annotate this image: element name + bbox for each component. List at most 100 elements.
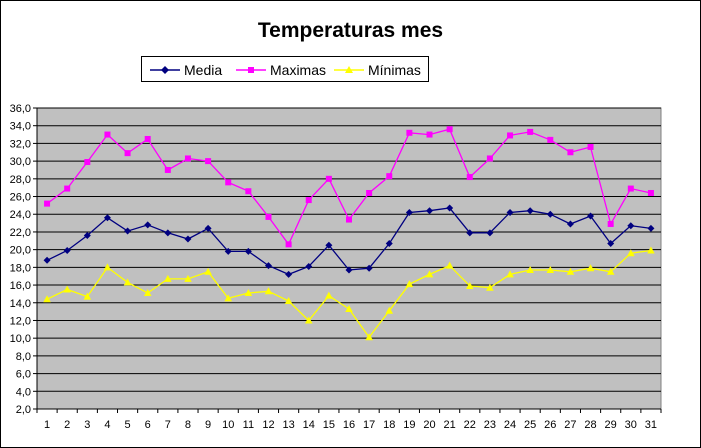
plot-background (36, 107, 662, 410)
x-tick-label: 7 (165, 419, 171, 431)
chart-title: Temperaturas mes (257, 19, 444, 42)
data-point (627, 249, 635, 257)
data-point (446, 126, 453, 133)
legend-label-media: Media (184, 62, 223, 78)
data-point (406, 129, 413, 136)
data-point (244, 289, 253, 297)
data-point (425, 270, 434, 278)
data-point (506, 208, 514, 216)
data-point (164, 166, 171, 173)
data-point (627, 185, 634, 192)
y-tick-label: 30,0 (10, 156, 31, 168)
data-point (304, 316, 313, 324)
y-tick-label: 2,0 (16, 404, 31, 416)
data-point (224, 294, 233, 302)
data-point (63, 285, 71, 293)
data-point (124, 227, 132, 235)
y-tick-label: 16,0 (10, 280, 31, 292)
y-tick-label: 28,0 (10, 174, 31, 186)
x-tick-label: 13 (282, 419, 294, 431)
x-tick-label: 24 (504, 419, 516, 431)
x-tick-label: 30 (625, 419, 637, 431)
legend-marker-maximas (236, 67, 266, 73)
data-point (566, 220, 574, 228)
x-tick-label: 15 (323, 419, 335, 431)
data-point (164, 274, 172, 282)
data-point (245, 188, 252, 195)
data-point (385, 306, 394, 314)
y-tick-label: 18,0 (10, 262, 31, 274)
data-point (547, 136, 554, 143)
x-tick-label: 3 (84, 419, 90, 431)
data-point (205, 158, 212, 165)
data-point (386, 173, 393, 180)
data-point (466, 174, 473, 181)
x-tick-label: 12 (262, 419, 274, 431)
x-tick-label: 26 (544, 419, 556, 431)
data-point (83, 231, 91, 239)
data-point (144, 221, 152, 229)
x-tick-label: 21 (444, 419, 456, 431)
data-point (647, 224, 655, 232)
data-point (123, 278, 132, 286)
data-point (566, 267, 575, 275)
data-point (627, 222, 635, 230)
x-tick-label: 19 (403, 419, 415, 431)
data-point (144, 135, 151, 142)
data-point (224, 247, 232, 255)
y-tick-label: 8,0 (16, 351, 31, 363)
data-point (184, 235, 192, 243)
data-point (446, 204, 454, 212)
data-point (507, 132, 514, 139)
data-point (204, 224, 212, 232)
data-point (465, 281, 474, 289)
data-point (104, 131, 111, 138)
data-point (84, 159, 91, 166)
y-tick-label: 22,0 (10, 227, 31, 239)
x-tick-label: 25 (524, 419, 536, 431)
data-point (225, 179, 232, 186)
data-point (385, 239, 393, 247)
y-tick-label: 20,0 (10, 245, 31, 257)
data-point (365, 264, 373, 272)
data-point (546, 210, 554, 218)
data-point (405, 208, 413, 216)
data-point (526, 207, 534, 215)
x-tick-label: 28 (584, 419, 596, 431)
data-point (486, 283, 494, 291)
data-point (43, 295, 51, 303)
data-point (284, 296, 293, 304)
data-point (506, 270, 514, 278)
data-point (124, 150, 131, 157)
x-tick-label: 27 (564, 419, 576, 431)
x-tick-label: 2 (64, 419, 70, 431)
x-tick-label: 16 (343, 419, 355, 431)
data-point (546, 266, 555, 274)
data-point (325, 175, 332, 182)
data-point (466, 229, 474, 237)
data-point (426, 131, 433, 138)
data-point (606, 267, 615, 275)
y-tick-label: 4,0 (16, 386, 31, 398)
data-point (345, 304, 353, 312)
data-point (305, 262, 313, 270)
data-point (587, 143, 594, 150)
y-tick-label: 12,0 (10, 315, 31, 327)
data-point (244, 247, 252, 255)
y-tick-label: 14,0 (10, 298, 31, 310)
x-tick-label: 10 (222, 419, 234, 431)
y-tick-label: 34,0 (10, 121, 31, 133)
x-tick-label: 11 (243, 419, 254, 431)
data-point (285, 241, 292, 248)
x-tick-label: 9 (205, 419, 211, 431)
data-point (103, 214, 111, 222)
legend-label-minimas: Mínimas (368, 62, 421, 78)
data-point (164, 229, 172, 237)
data-point (647, 189, 654, 196)
data-point (63, 247, 71, 255)
data-point (43, 256, 51, 264)
data-point (405, 280, 414, 288)
data-point (44, 200, 51, 207)
x-tick-label: 22 (464, 419, 476, 431)
